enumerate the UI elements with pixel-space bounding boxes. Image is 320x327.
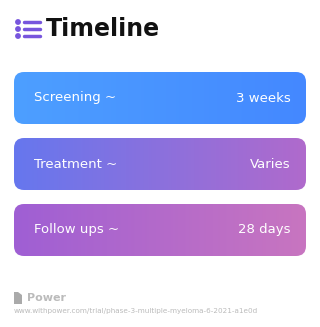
Text: Timeline: Timeline [46,17,160,41]
Circle shape [16,34,20,38]
Circle shape [16,20,20,24]
Text: 3 weeks: 3 weeks [236,92,291,105]
FancyBboxPatch shape [14,138,306,190]
Text: 28 days: 28 days [238,223,291,236]
Circle shape [16,27,20,31]
Text: www.withpower.com/trial/phase-3-multiple-myeloma-6-2021-a1e0d: www.withpower.com/trial/phase-3-multiple… [14,308,258,314]
Text: Power: Power [27,293,66,303]
Text: Screening ~: Screening ~ [34,92,116,105]
Text: Follow ups ~: Follow ups ~ [34,223,119,236]
Text: Treatment ~: Treatment ~ [34,158,117,170]
FancyBboxPatch shape [14,72,306,124]
Polygon shape [14,292,22,304]
FancyBboxPatch shape [14,204,306,256]
Text: Varies: Varies [250,158,291,170]
